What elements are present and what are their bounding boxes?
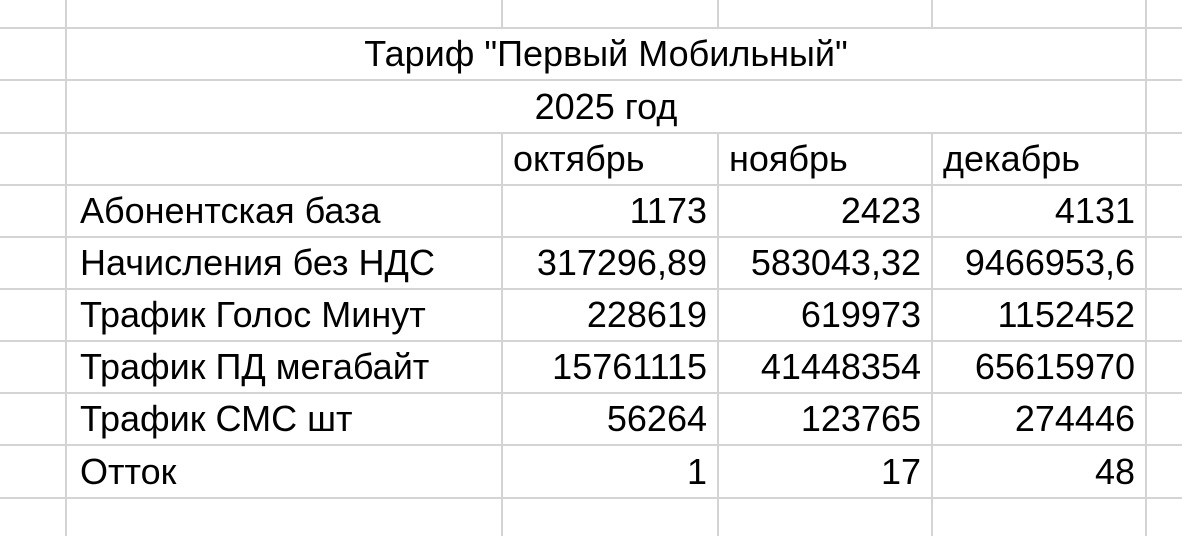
data-cell[interactable]: 15761115 [503,342,719,394]
row-label[interactable]: Начисления без НДС [67,238,503,290]
empty-cell[interactable] [1147,0,1182,29]
row-label[interactable]: Абонентская база [67,186,503,238]
empty-cell[interactable] [1147,186,1182,238]
empty-cell[interactable] [719,0,933,29]
empty-cell[interactable] [0,186,67,238]
data-cell[interactable]: 1173 [503,186,719,238]
data-cell[interactable]: 228619 [503,290,719,342]
empty-cell[interactable] [0,238,67,290]
data-cell[interactable]: 583043,32 [719,238,933,290]
data-cell[interactable]: 123765 [719,394,933,446]
data-cell[interactable]: 48 [933,446,1147,499]
empty-cell[interactable] [1147,394,1182,446]
empty-cell[interactable] [0,394,67,446]
empty-cell[interactable] [67,499,503,536]
empty-cell[interactable] [933,499,1147,536]
column-header-december[interactable]: декабрь [933,134,1147,186]
table-title[interactable]: Тариф "Первый Мобильный" [67,29,1147,81]
empty-cell[interactable] [1147,446,1182,499]
row-label[interactable]: Трафик Голос Минут [67,290,503,342]
empty-cell[interactable] [503,499,719,536]
data-cell[interactable]: 41448354 [719,342,933,394]
empty-cell[interactable] [0,446,67,499]
data-cell[interactable]: 56264 [503,394,719,446]
table-subtitle[interactable]: 2025 год [67,81,1147,134]
column-header-november[interactable]: ноябрь [719,134,933,186]
row-label[interactable]: Отток [67,446,503,499]
empty-cell[interactable] [1147,238,1182,290]
empty-cell[interactable] [0,0,67,29]
empty-cell[interactable] [0,29,67,81]
empty-cell[interactable] [67,0,503,29]
data-cell[interactable]: 274446 [933,394,1147,446]
empty-cell[interactable] [0,290,67,342]
data-cell[interactable]: 9466953,6 [933,238,1147,290]
empty-cell[interactable] [67,134,503,186]
empty-cell[interactable] [1147,81,1182,134]
column-header-october[interactable]: октябрь [503,134,719,186]
data-cell[interactable]: 1 [503,446,719,499]
empty-cell[interactable] [1147,290,1182,342]
data-cell[interactable]: 2423 [719,186,933,238]
empty-cell[interactable] [719,499,933,536]
empty-cell[interactable] [0,342,67,394]
empty-cell[interactable] [0,81,67,134]
empty-cell[interactable] [1147,134,1182,186]
empty-cell[interactable] [503,0,719,29]
data-cell[interactable]: 4131 [933,186,1147,238]
empty-cell[interactable] [0,134,67,186]
data-cell[interactable]: 1152452 [933,290,1147,342]
row-label[interactable]: Трафик ПД мегабайт [67,342,503,394]
data-cell[interactable]: 619973 [719,290,933,342]
data-cell[interactable]: 65615970 [933,342,1147,394]
data-cell[interactable]: 17 [719,446,933,499]
data-cell[interactable]: 317296,89 [503,238,719,290]
empty-cell[interactable] [1147,342,1182,394]
empty-cell[interactable] [933,0,1147,29]
empty-cell[interactable] [1147,499,1182,536]
empty-cell[interactable] [0,499,67,536]
row-label[interactable]: Трафик СМС шт [67,394,503,446]
empty-cell[interactable] [1147,29,1182,81]
